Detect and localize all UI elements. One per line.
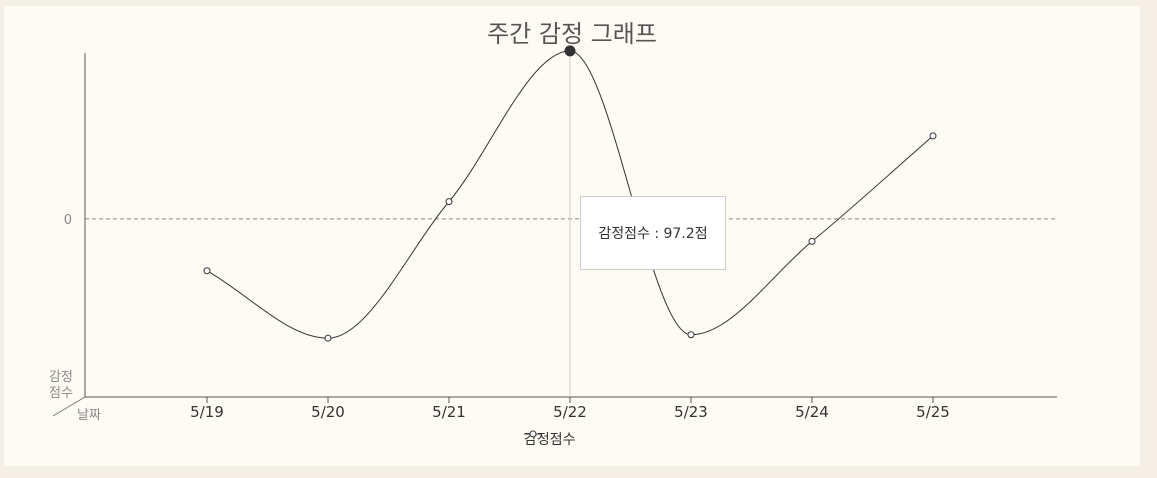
x-axis-label: 날짜 — [77, 408, 101, 423]
data-point[interactable] — [325, 335, 331, 341]
chart-card: 주간 감정 그래프 0 감정 점수 날짜 5/19 5/20 5/21 5/22 5/23 5/2… — [4, 6, 1140, 466]
data-point[interactable] — [809, 238, 815, 244]
x-tick-label: 5/25 — [916, 403, 950, 421]
x-tick-label: 5/24 — [795, 403, 829, 421]
data-point[interactable] — [204, 268, 210, 274]
data-point[interactable] — [446, 199, 452, 205]
data-point-active[interactable] — [565, 46, 575, 56]
x-tick-label: 5/21 — [432, 403, 466, 421]
y-axis-label: 감정 — [49, 370, 73, 385]
x-tick-label: 5/23 — [674, 403, 708, 421]
chart-tooltip: 감정점수 : 97.2점 — [580, 196, 726, 270]
data-point[interactable] — [688, 332, 694, 338]
y-axis-label-line2: 점수 — [49, 386, 73, 401]
chart-legend[interactable]: 감정점수 — [524, 429, 576, 449]
x-tick-label: 5/22 — [553, 403, 587, 421]
x-tick-label: 5/19 — [190, 403, 224, 421]
data-point[interactable] — [930, 133, 936, 139]
legend-line-icon — [524, 429, 542, 439]
x-tick-label: 5/20 — [311, 403, 345, 421]
y-tick-label: 0 — [64, 213, 72, 228]
